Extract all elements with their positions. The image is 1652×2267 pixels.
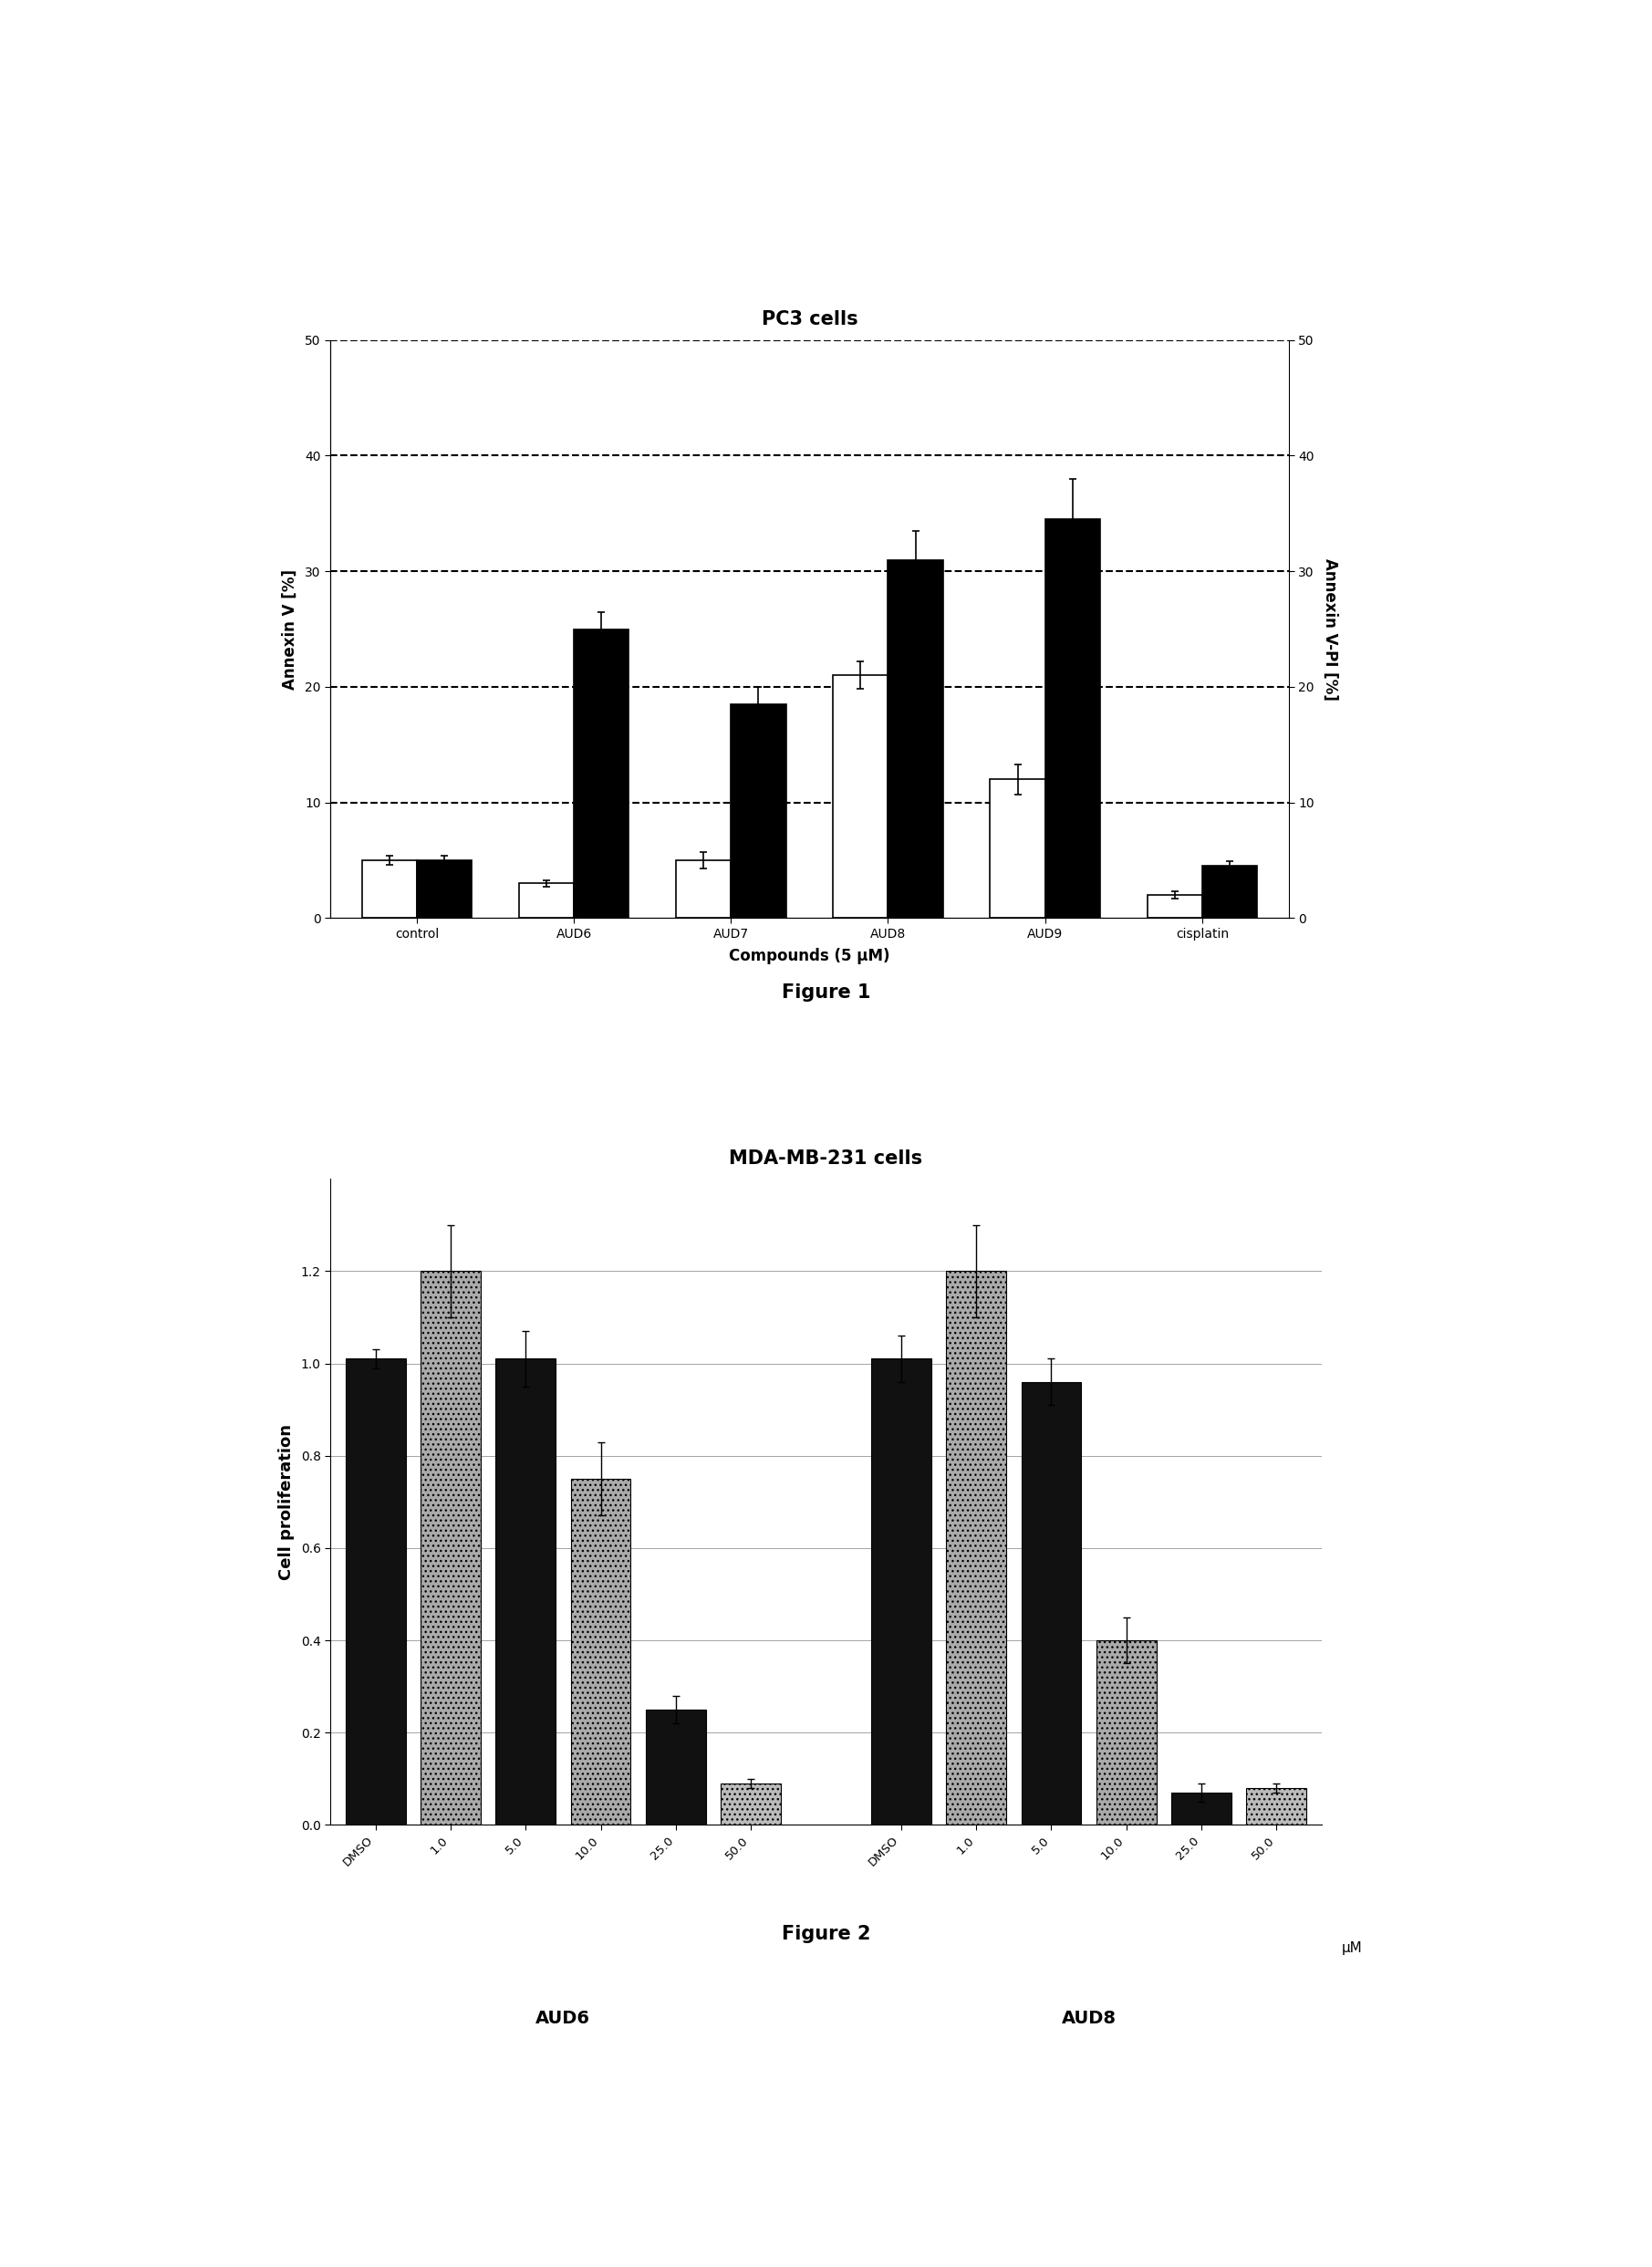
Bar	[416, 859, 472, 918]
Y-axis label: Annexin V-PI [%]: Annexin V-PI [%]	[1322, 558, 1338, 701]
Bar	[573, 630, 629, 918]
Bar	[1146, 895, 1203, 918]
Bar	[947, 1272, 1006, 1825]
Title: PC3 cells: PC3 cells	[762, 311, 857, 329]
Bar	[345, 1358, 405, 1825]
Bar	[1046, 519, 1100, 918]
Bar	[646, 1709, 705, 1825]
Text: AUD6: AUD6	[535, 2009, 590, 2027]
Bar	[1171, 1793, 1231, 1825]
Bar	[889, 560, 943, 918]
Bar	[990, 780, 1046, 918]
Text: AUD8: AUD8	[1062, 2009, 1117, 2027]
Bar	[833, 676, 889, 918]
Bar	[1097, 1641, 1156, 1825]
Bar	[871, 1358, 932, 1825]
Title: MDA-MB-231 cells: MDA-MB-231 cells	[729, 1149, 923, 1168]
Bar	[730, 705, 786, 918]
Text: Figure 1: Figure 1	[781, 984, 871, 1002]
Y-axis label: Annexin V [%]: Annexin V [%]	[282, 569, 299, 689]
Bar	[676, 859, 730, 918]
Bar	[1021, 1383, 1082, 1825]
Text: Figure 2: Figure 2	[781, 1925, 871, 1943]
Bar	[720, 1784, 781, 1825]
Bar	[362, 859, 416, 918]
X-axis label: Compounds (5 μM): Compounds (5 μM)	[729, 948, 890, 963]
Bar	[1203, 866, 1257, 918]
Bar	[421, 1272, 481, 1825]
Bar	[519, 884, 573, 918]
Bar	[496, 1358, 555, 1825]
Bar	[1247, 1789, 1307, 1825]
Text: μM: μM	[1341, 1941, 1363, 1954]
Bar	[570, 1478, 631, 1825]
Y-axis label: Cell proliferation: Cell proliferation	[278, 1424, 294, 1580]
